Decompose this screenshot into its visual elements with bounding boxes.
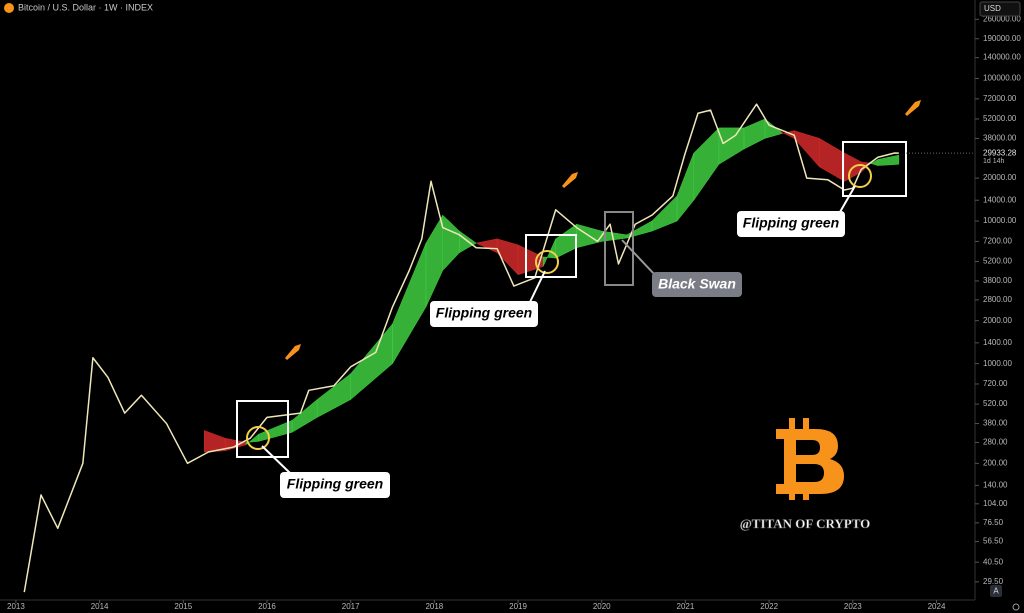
x-tick-label: 2020 — [593, 602, 611, 611]
x-tick-label: 2014 — [91, 602, 109, 611]
currency[interactable]: USD — [984, 4, 1001, 13]
highlight-box — [842, 141, 907, 197]
watermark: @TITAN OF CRYPTO — [740, 516, 871, 531]
y-tick-label: 520.00 — [983, 399, 1008, 408]
y-tick-label: 56.50 — [983, 537, 1004, 546]
x-tick-label: 2018 — [425, 602, 443, 611]
annotation: Black Swan — [658, 276, 736, 292]
price-line — [23, 103, 899, 593]
y-tick-label: 3800.00 — [983, 276, 1012, 285]
x-tick-label: 2023 — [844, 602, 862, 611]
pointer — [261, 445, 291, 474]
y-tick-label: 40.50 — [983, 557, 1004, 566]
highlight-box — [236, 400, 289, 458]
y-tick-label: 10000.00 — [983, 216, 1017, 225]
symbol-icon — [4, 3, 14, 13]
y-tick-label: 100000.00 — [983, 74, 1021, 83]
y-tick-label: 52000.00 — [983, 114, 1017, 123]
highlight-circle — [535, 250, 559, 274]
label-box — [652, 272, 742, 297]
x-tick-label: 2021 — [677, 602, 695, 611]
pointer — [621, 239, 656, 276]
rocket-icons — [285, 100, 921, 360]
y-tick-label: 380.00 — [983, 419, 1008, 428]
y-tick-label: 76.50 — [983, 518, 1004, 527]
scale-button[interactable] — [990, 585, 1002, 597]
y-tick-label: 2000.00 — [983, 316, 1012, 325]
y-tick-label: 1000.00 — [983, 359, 1012, 368]
rocket-icon — [905, 100, 921, 116]
countdown: 1d 14h — [983, 158, 1005, 165]
chart-title: Bitcoin / U.S. Dollar · 1W · INDEX — [18, 2, 153, 12]
y-tick-label: 14000.00 — [983, 195, 1017, 204]
annotation: Flipping green — [743, 215, 839, 231]
highlight-circle — [246, 426, 270, 450]
y-tick-label: 140.00 — [983, 481, 1008, 490]
annotation: Flipping green — [436, 305, 532, 321]
x-tick-label: 2017 — [342, 602, 360, 611]
price-layer — [23, 103, 899, 593]
rocket-icon — [562, 172, 578, 188]
x-tick-label: 2015 — [174, 602, 192, 611]
logo-part — [789, 418, 795, 430]
y-tick-label: 200.00 — [983, 458, 1008, 467]
ribbon-segment — [877, 154, 900, 166]
settings-icon[interactable] — [1012, 603, 1020, 611]
ribbon — [203, 118, 900, 453]
y-tick-label: 20000.00 — [983, 173, 1017, 182]
y-tick-label: 190000.00 — [983, 34, 1021, 43]
y-tick-label: 280.00 — [983, 438, 1008, 447]
y-tick-label: 72000.00 — [983, 94, 1017, 103]
pointer — [529, 270, 546, 303]
y-tick-label: 2800.00 — [983, 295, 1012, 304]
logo-part — [776, 429, 844, 494]
y-tick-label: 38000.00 — [983, 133, 1017, 142]
x-tick-label: 2013 — [7, 602, 25, 611]
x-tick-label: 2024 — [928, 602, 946, 611]
y-tick-label: 720.00 — [983, 379, 1008, 388]
label-box — [280, 472, 390, 498]
rocket-icon — [285, 344, 301, 360]
highlight-box — [525, 234, 577, 278]
y-tick-label: 5200.00 — [983, 257, 1012, 266]
y-tick-label: 104.00 — [983, 499, 1008, 508]
last-price: 29933.28 — [983, 148, 1017, 157]
x-tick-label: 2022 — [760, 602, 778, 611]
scale-mode[interactable]: A — [993, 587, 999, 596]
highlight-circle — [848, 164, 872, 188]
y-tick-label: 260000.00 — [983, 14, 1021, 23]
logo-part — [803, 418, 809, 430]
annotation: Flipping green — [287, 476, 383, 492]
y-tick-label: 1400.00 — [983, 338, 1012, 347]
label-box — [430, 301, 538, 327]
highlight-box — [604, 211, 634, 286]
label-box — [737, 211, 845, 237]
annotations: Flipping green Flipping green Flipping g… — [236, 100, 921, 531]
x-tick-label: 2016 — [258, 602, 276, 611]
y-tick-label: 140000.00 — [983, 53, 1021, 62]
y-tick-label: 7200.00 — [983, 237, 1012, 246]
x-tick-label: 2019 — [509, 602, 527, 611]
bitcoin-logo — [776, 418, 844, 500]
pointer — [839, 185, 856, 213]
y-tick-label: 29.50 — [983, 577, 1004, 586]
currency-box[interactable] — [979, 1, 1021, 17]
